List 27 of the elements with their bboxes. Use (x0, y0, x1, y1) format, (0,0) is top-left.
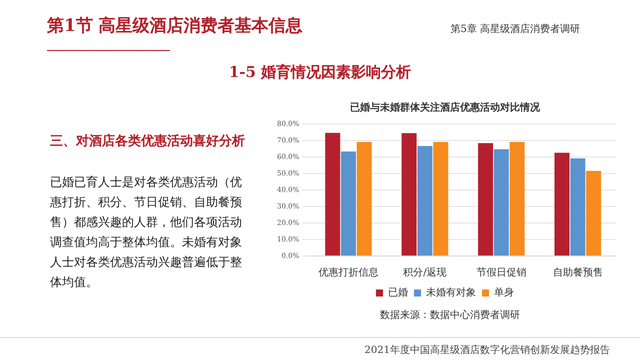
bar (417, 146, 432, 256)
text: 第5章 高星级酒店消费者调研 (450, 22, 580, 36)
bar (433, 142, 448, 256)
bar (586, 170, 602, 256)
bar (356, 142, 372, 256)
chart-title: 已婚与未婚群体关注酒店优惠活动对比情况 (350, 102, 541, 114)
bar (402, 133, 417, 256)
bar (340, 152, 356, 256)
legend-label: 已婚 (388, 288, 408, 299)
text: 第1节 高星级酒店消费者基本信息 (47, 15, 303, 37)
text: 已婚已育人士是对各类优惠活动（优惠打折、积分、节日促销、自助餐预售）都感兴趣的人群，他们各项活动调查值均高于整体均值。未婚有对象人士对各类优惠活动兴趣普遍低于整体均值。 (50, 174, 243, 291)
text: 三、对酒店各类优惠活动喜好分析 (50, 132, 245, 150)
x-tick-label: 自助餐预售 (552, 266, 603, 279)
text: 2021年度中国高星级酒店数字化营销创新发展趋势报告 (364, 344, 610, 357)
text: 1-5 婚育情况因素影响分析 (228, 63, 412, 82)
legend-label: 单身 (494, 286, 514, 299)
bar (494, 149, 509, 256)
bar (510, 142, 525, 256)
bar (478, 143, 494, 256)
x-tick-label: 节假日促销 (476, 266, 526, 279)
x-tick-label: 积分/返现 (403, 266, 447, 279)
bar (554, 152, 570, 256)
source-note: 数据来源：数据中心消费者调研 (379, 308, 521, 322)
x-tick-label: 优惠打折信息 (318, 266, 378, 279)
bar (570, 158, 586, 256)
bar (325, 132, 340, 256)
legend-label: 未婚有对象 (426, 286, 476, 299)
